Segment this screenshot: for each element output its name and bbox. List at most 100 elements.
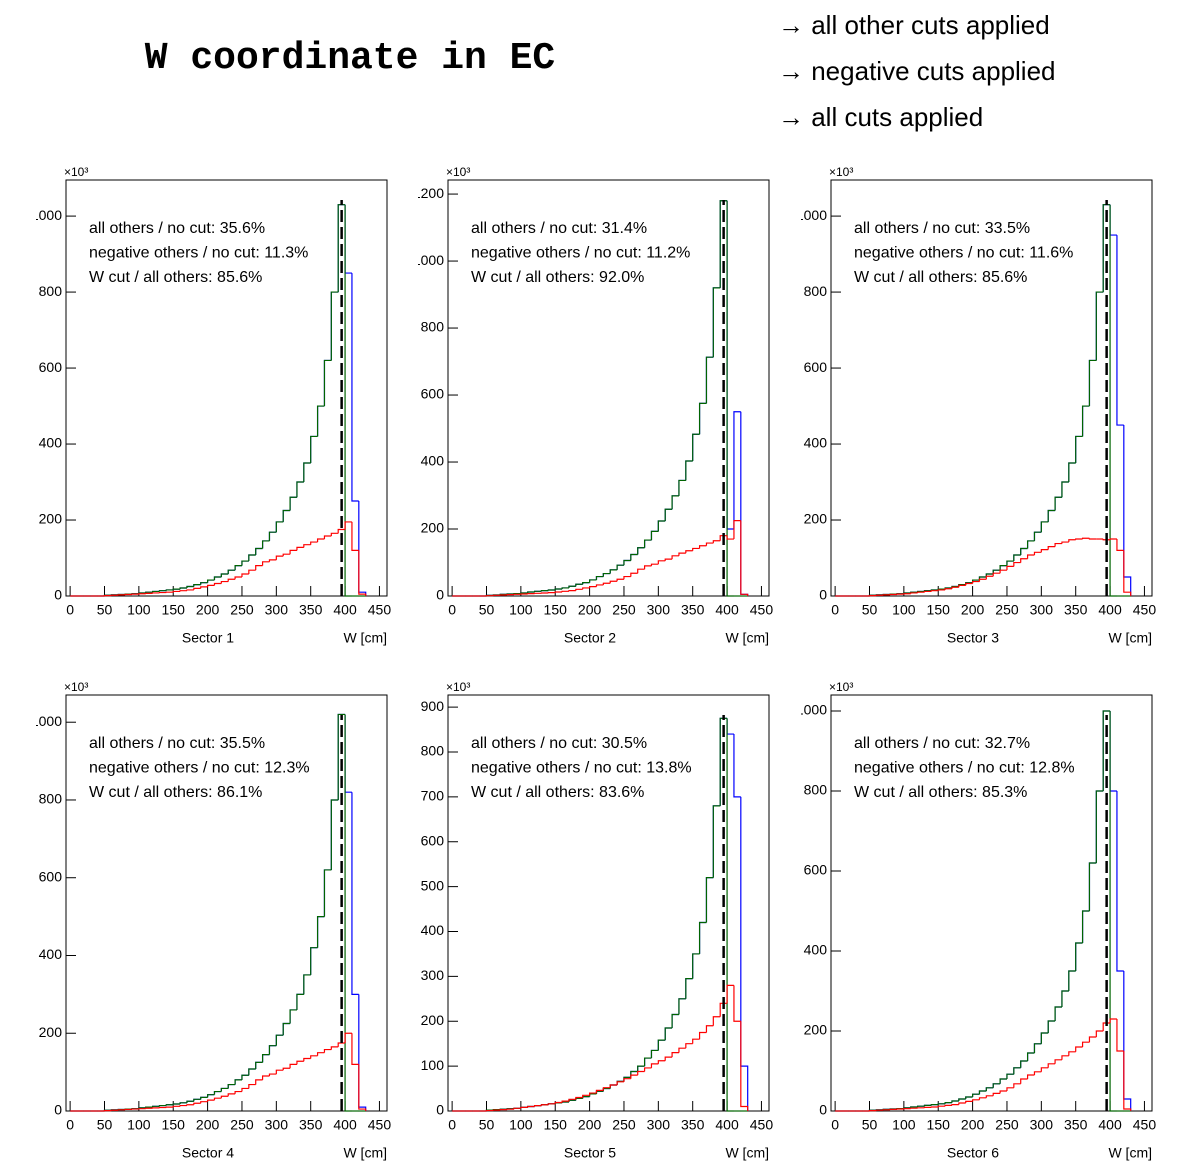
annotation: all others / no cut: 32.7% (854, 735, 1030, 752)
histogram-bin (1020, 558, 1028, 563)
histogram-bin (179, 1104, 187, 1107)
histogram-bin (323, 869, 332, 917)
x-tick-label: 50 (479, 602, 495, 618)
histogram-bin (289, 1009, 297, 1024)
histogram-bin (657, 1060, 666, 1064)
histogram-bin (575, 583, 583, 587)
x-tick-label: 0 (66, 1117, 74, 1133)
x-tick-label: 300 (265, 602, 289, 618)
x-axis-label: W [cm] (1108, 1145, 1152, 1161)
histogram-bin (534, 1105, 542, 1107)
histogram-bin (1006, 1073, 1014, 1079)
histogram-bin (1109, 204, 1117, 597)
histogram-bin (1026, 1052, 1035, 1061)
histogram-bin (1006, 1073, 1014, 1079)
histogram-bin (1033, 531, 1042, 541)
x-tick-label: 250 (995, 602, 1019, 618)
histogram-bin (1047, 509, 1056, 522)
histogram-bin (1109, 1018, 1117, 1023)
histogram-bin (234, 565, 242, 571)
histogram-bin (726, 984, 734, 1004)
histogram-bin (296, 1060, 304, 1065)
x-tick-label: 400 (715, 1117, 739, 1133)
histogram-bin (623, 559, 631, 566)
histogram-bin (568, 1099, 576, 1103)
y-multiplier: ×10³ (446, 680, 470, 694)
histogram-bin (1020, 547, 1028, 555)
histogram-bin (1075, 435, 1083, 464)
histogram-bin (664, 508, 673, 521)
annotation: negative others / no cut: 11.3% (89, 245, 308, 262)
x-tick-label: 350 (299, 1117, 323, 1133)
histogram-bin (1081, 405, 1090, 437)
histogram-bin (1013, 561, 1021, 567)
x-tick-label: 300 (265, 1117, 289, 1133)
histogram-bin (316, 405, 325, 437)
y-tick-label: 200 (804, 511, 828, 527)
y-tick-label: 1000 (796, 207, 827, 223)
histogram-bin (561, 590, 569, 592)
histogram-bin (678, 479, 686, 496)
x-tick-label: 150 (927, 1117, 951, 1133)
histogram-bin (268, 1045, 277, 1055)
histogram-bin (513, 1107, 521, 1110)
histogram-bin (1116, 1019, 1124, 1052)
histogram-bin (527, 591, 535, 593)
histogram-bin (1088, 862, 1097, 911)
panel: 0 200 400 600 800 1000 0 50 100 150 200 250 300 350 40… (801, 680, 1156, 1161)
histogram-bin (358, 501, 367, 596)
x-tick-label: 250 (995, 1117, 1019, 1133)
y-tick-label: 600 (39, 868, 63, 884)
histogram-bin (303, 974, 311, 995)
histogram-bin (1013, 554, 1021, 562)
histogram-bin (1061, 541, 1069, 544)
histogram-bin (664, 1027, 673, 1041)
histogram-bin (316, 1052, 325, 1056)
histogram-bin (623, 575, 631, 580)
histogram-bin (664, 508, 673, 521)
histogram-bin (657, 1039, 666, 1051)
x-tick-label: 350 (681, 602, 705, 618)
histogram-bin (937, 589, 946, 591)
x-tick-label: 150 (162, 1117, 186, 1133)
y-tick-label: 200 (804, 1022, 828, 1038)
histogram-bin (323, 359, 332, 407)
histogram-bin (289, 1009, 297, 1024)
histogram-bin (337, 713, 346, 800)
histogram-bin (616, 564, 624, 570)
histogram-bin (705, 356, 714, 404)
histogram-bin (296, 481, 304, 498)
histogram-bin (698, 921, 707, 954)
histogram-bin (923, 1104, 932, 1107)
histogram-bin (1068, 1051, 1076, 1056)
histogram-bin (1020, 1060, 1028, 1068)
histogram-bin (978, 1090, 987, 1095)
histogram-bin (316, 916, 325, 948)
histogram-bin (1081, 537, 1090, 540)
x-tick-label: 400 (333, 1117, 357, 1133)
y-tick-label: 300 (421, 967, 445, 983)
histogram-bin (582, 1094, 590, 1098)
histogram-bin (965, 1096, 973, 1099)
histogram-bin (261, 561, 270, 566)
histogram-bin (623, 1078, 631, 1082)
histogram-bin (220, 580, 229, 584)
histogram-bin (193, 587, 201, 590)
histogram-bin (705, 877, 714, 923)
histogram-bin (999, 565, 1007, 571)
histogram-bin (588, 1093, 597, 1097)
histogram-bin (671, 1013, 679, 1028)
histogram-bin (951, 1104, 959, 1106)
histogram-bin (965, 1100, 973, 1103)
histogram-bin (323, 359, 332, 407)
histogram-bin (1095, 1030, 1104, 1037)
histogram-bin (923, 590, 932, 593)
x-tick-label: 450 (1133, 602, 1157, 618)
histogram-bin (1061, 990, 1069, 1007)
histogram-bin (740, 796, 749, 1111)
histogram-bin (1081, 1041, 1090, 1047)
histogram-bin (657, 520, 666, 532)
histogram-bin (602, 582, 611, 585)
histogram-bin (1068, 970, 1076, 991)
